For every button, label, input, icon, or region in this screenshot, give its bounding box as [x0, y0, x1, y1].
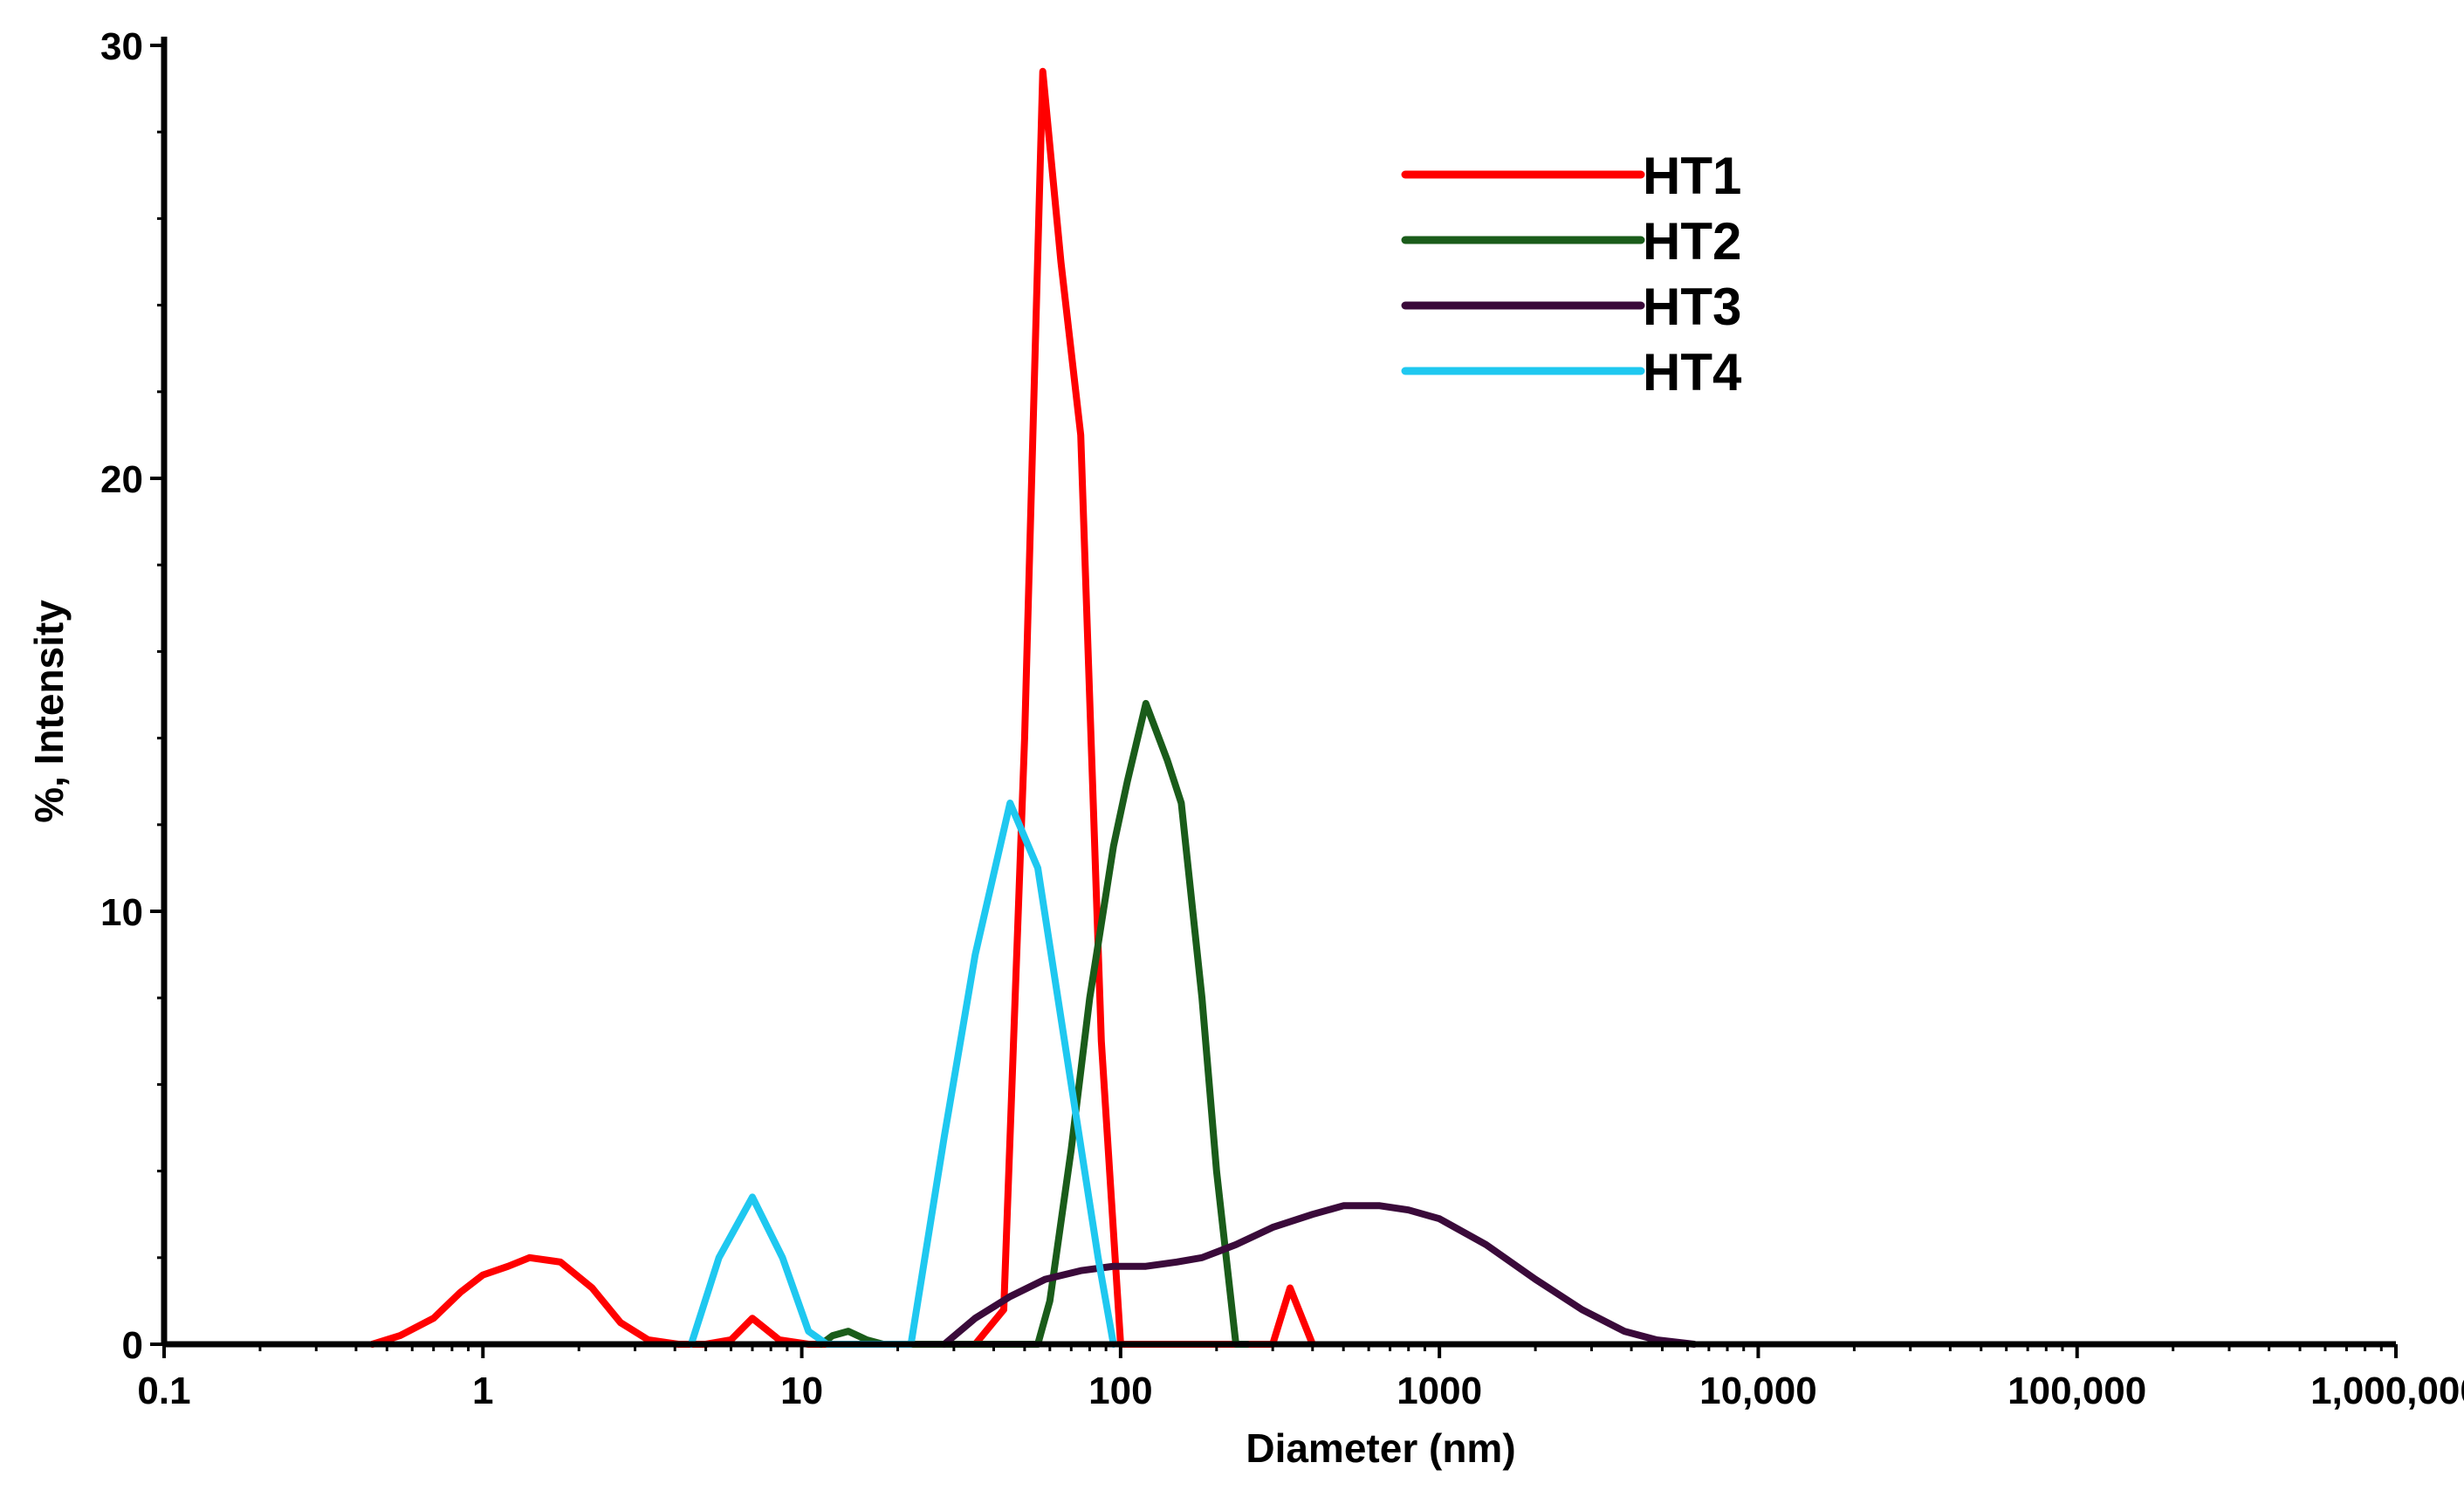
x-axis-title: Diameter (nm): [1246, 1425, 1515, 1471]
ticks-layer: 0.1 1 10 100 1000 10,000 100,000 1,000,000 0 10 20…: [100, 25, 2464, 1412]
x-tick-label: 10: [780, 1370, 823, 1412]
x-tick-label: 10,000: [1699, 1370, 1817, 1412]
legend-label-ht1: HT1: [1643, 147, 1741, 205]
y-tick-label: 10: [100, 891, 143, 934]
y-tick-label: 20: [100, 458, 143, 501]
legend-label-ht2: HT2: [1643, 212, 1741, 271]
x-tick-label: 1: [472, 1370, 493, 1412]
y-axis-title: %, Intensity: [26, 600, 72, 823]
x-tick-label: 1,000,000: [2310, 1370, 2464, 1412]
y-tick-label: 30: [100, 25, 143, 68]
series-line-ht1: [368, 67, 1316, 1348]
series-layer: [368, 67, 1699, 1348]
series-line-ht3: [940, 1202, 1699, 1348]
x-tick-label: 100,000: [2008, 1370, 2146, 1412]
x-tick-label: 100: [1088, 1370, 1152, 1412]
legend-label-ht3: HT3: [1643, 278, 1741, 336]
legend-label-ht4: HT4: [1643, 343, 1742, 402]
axes-layer: [161, 37, 2396, 1348]
x-tick-label: 0.1: [137, 1370, 190, 1412]
x-tick-label: 1000: [1397, 1370, 1482, 1412]
y-tick-label: 0: [122, 1324, 143, 1367]
series-line-ht4: [687, 800, 1117, 1348]
legend: HT1 HT2 HT3 HT4: [1401, 147, 1742, 402]
series-line-ht2: [817, 699, 1252, 1348]
